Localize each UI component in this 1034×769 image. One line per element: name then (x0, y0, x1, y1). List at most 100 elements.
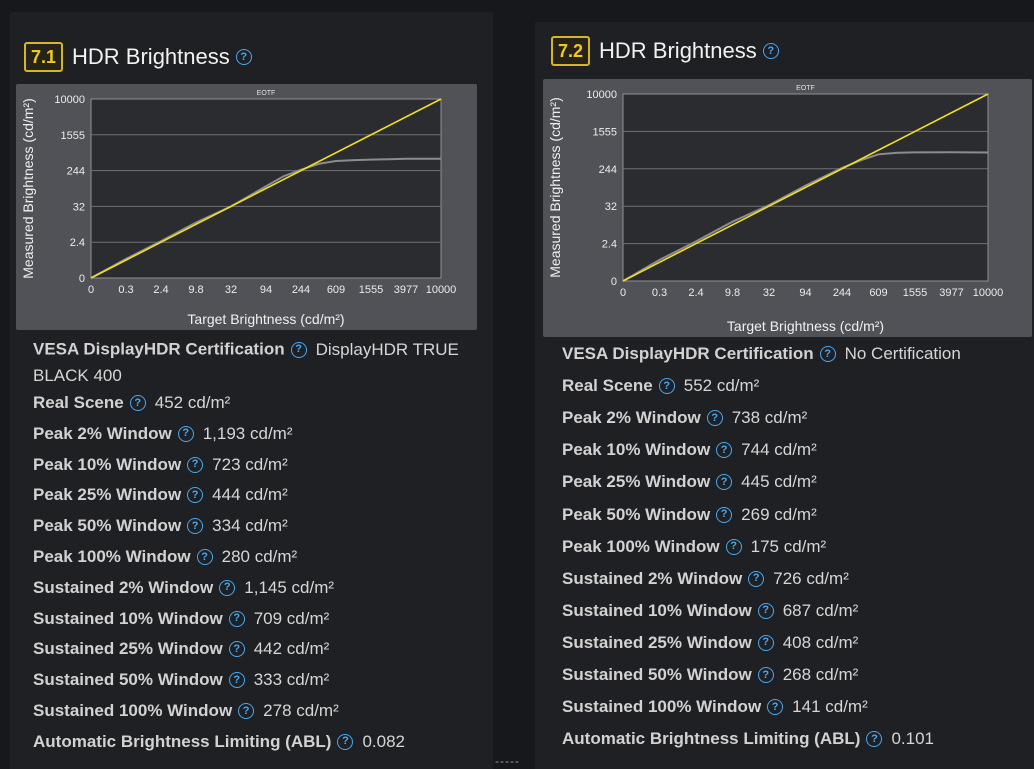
metric-label: Automatic Brightness Limiting (ABL) (33, 731, 332, 751)
question-circle-icon[interactable]: ? (187, 518, 204, 535)
question-circle-icon[interactable]: ? (129, 395, 146, 411)
eotf-chart: 0 2.4 32 244 1555 10000 0 0.3 2.4 9.8 32 94 244 609 15… (20, 90, 456, 327)
section-header: 7.2 HDR Brightness ? (551, 36, 779, 66)
metric-label: Peak 100% Window (33, 547, 191, 566)
metric-value: 552 cd/m² (683, 376, 760, 396)
metric-row: Peak 2% Window? 738 cd/m² (562, 408, 1027, 428)
question-circle-icon[interactable]: ? (748, 570, 765, 587)
metric-value: 408 cd/m² (782, 632, 859, 652)
metric-value: DisplayHDR TRUE BLACK 400 (33, 339, 459, 386)
metric-row: Sustained 25% Window? 408 cd/m² (562, 633, 1027, 653)
metric-row: Sustained 50% Window? 268 cd/m² (562, 665, 1027, 685)
y-axis-label: Measured Brightness (cd/m²) (547, 97, 563, 278)
x-tick-label: 2.4 (688, 287, 703, 299)
x-tick-label: 609 (327, 284, 345, 296)
y-tick-label: 0 (611, 276, 617, 288)
question-circle-icon[interactable]: ? (658, 378, 675, 395)
x-axis-label: Target Brightness (cd/m²) (727, 318, 884, 334)
question-circle-icon[interactable]: ? (337, 733, 354, 750)
x-tick-label: 2.4 (153, 284, 168, 296)
metric-value: 280 cd/m² (221, 547, 298, 566)
metric-label: Peak 100% Window (562, 536, 720, 556)
metric-value: 0.082 (362, 731, 405, 751)
metric-value: 278 cd/m² (263, 701, 339, 720)
question-circle-icon[interactable]: ? (196, 549, 213, 565)
x-tick-label: 244 (292, 284, 310, 296)
metric-label: Peak 25% Window (562, 472, 711, 492)
section-header: 7.1 HDR Brightness ? (24, 42, 252, 72)
x-tick-label: 32 (763, 287, 775, 299)
metric-value: No Certification (844, 344, 961, 363)
metric-label: Sustained 2% Window (33, 577, 214, 597)
metric-label: Sustained 2% Window (562, 568, 743, 588)
question-circle-icon[interactable]: ? (228, 672, 245, 689)
x-tick-label: 0.3 (118, 284, 133, 296)
x-tick-label: 9.8 (725, 287, 740, 299)
metric-value: 445 cd/m² (741, 472, 817, 492)
metric-row: Sustained 2% Window? 1,145 cd/m² (33, 578, 473, 598)
question-circle-icon[interactable]: ? (716, 506, 733, 523)
target-series-line (90, 98, 442, 279)
x-tick-label: 3977 (939, 287, 963, 299)
metric-label: Peak 50% Window (33, 516, 182, 536)
metric-value: 709 cd/m² (253, 608, 330, 628)
question-circle-icon[interactable]: ? (228, 610, 245, 627)
y-tick-label: 32 (73, 201, 85, 213)
question-circle-icon[interactable]: ? (706, 410, 723, 427)
x-tick-label: 244 (833, 287, 851, 299)
metric-value: 738 cd/m² (731, 408, 808, 428)
metric-label: Peak 10% Window (33, 454, 182, 474)
x-tick-label: 10000 (973, 287, 1004, 299)
metric-value: 723 cd/m² (212, 454, 288, 474)
question-circle-icon[interactable]: ? (757, 667, 774, 683)
metric-label: Peak 50% Window (562, 504, 711, 524)
metric-label: VESA DisplayHDR Certification (33, 339, 285, 359)
metric-value: 442 cd/m² (253, 639, 330, 659)
y-axis-label: Measured Brightness (cd/m²) (20, 98, 36, 279)
metric-label: Sustained 100% Window (33, 701, 233, 720)
metric-row: VESA DisplayHDR Certification? DisplayHDR… (33, 336, 473, 389)
x-tick-label: 609 (869, 287, 887, 299)
metric-label: Sustained 10% Window (562, 600, 752, 620)
question-circle-icon[interactable]: ? (187, 487, 204, 504)
question-circle-icon[interactable]: ? (866, 731, 883, 748)
metric-label: Peak 10% Window (562, 440, 711, 460)
chart-title: EOTF (257, 90, 276, 97)
x-tick-label: 3977 (394, 284, 418, 296)
metric-row: Peak 25% Window? 444 cd/m² (33, 485, 473, 505)
question-circle-icon[interactable]: ? (219, 579, 236, 596)
y-tick-label: 2.4 (70, 237, 85, 249)
metric-row: Peak 10% Window? 723 cd/m² (33, 455, 473, 475)
question-circle-icon[interactable]: ? (716, 442, 733, 459)
question-circle-icon[interactable]: ? (767, 699, 784, 716)
metric-value: 334 cd/m² (212, 516, 288, 536)
metric-label: Automatic Brightness Limiting (ABL) (562, 729, 861, 749)
metric-row: Sustained 10% Window? 687 cd/m² (562, 601, 1027, 621)
metric-row: Sustained 100% Window? 278 cd/m² (33, 701, 473, 721)
metric-label: Sustained 100% Window (562, 697, 762, 717)
metric-label: Peak 25% Window (33, 485, 182, 505)
question-circle-icon[interactable]: ? (757, 634, 774, 651)
question-circle-icon[interactable]: ? (290, 341, 307, 358)
metric-value: 1,145 cd/m² (244, 577, 335, 597)
question-circle-icon[interactable]: ? (725, 538, 742, 555)
question-circle-icon[interactable]: ? (238, 703, 255, 719)
question-circle-icon[interactable]: ? (187, 456, 204, 473)
metric-row: Sustained 50% Window? 333 cd/m² (33, 670, 473, 690)
metric-row: Sustained 2% Window? 726 cd/m² (562, 569, 1027, 589)
metric-row: Peak 25% Window? 445 cd/m² (562, 472, 1027, 492)
x-tick-label: 94 (260, 284, 272, 296)
section-title: HDR Brightness (599, 38, 757, 63)
metric-row: Sustained 25% Window? 442 cd/m² (33, 639, 473, 659)
question-circle-icon[interactable]: ? (819, 346, 836, 362)
question-circle-icon[interactable]: ? (716, 474, 733, 491)
question-circle-icon[interactable]: ? (177, 425, 194, 442)
x-tick-label: 0.3 (652, 287, 667, 299)
question-circle-icon[interactable]: ? (235, 49, 252, 65)
x-tick-label: 1555 (359, 284, 383, 296)
question-circle-icon[interactable]: ? (757, 602, 774, 619)
question-circle-icon[interactable]: ? (228, 641, 245, 658)
question-circle-icon[interactable]: ? (762, 43, 779, 59)
metric-value: 687 cd/m² (782, 600, 859, 620)
metric-value: 141 cd/m² (792, 697, 868, 717)
